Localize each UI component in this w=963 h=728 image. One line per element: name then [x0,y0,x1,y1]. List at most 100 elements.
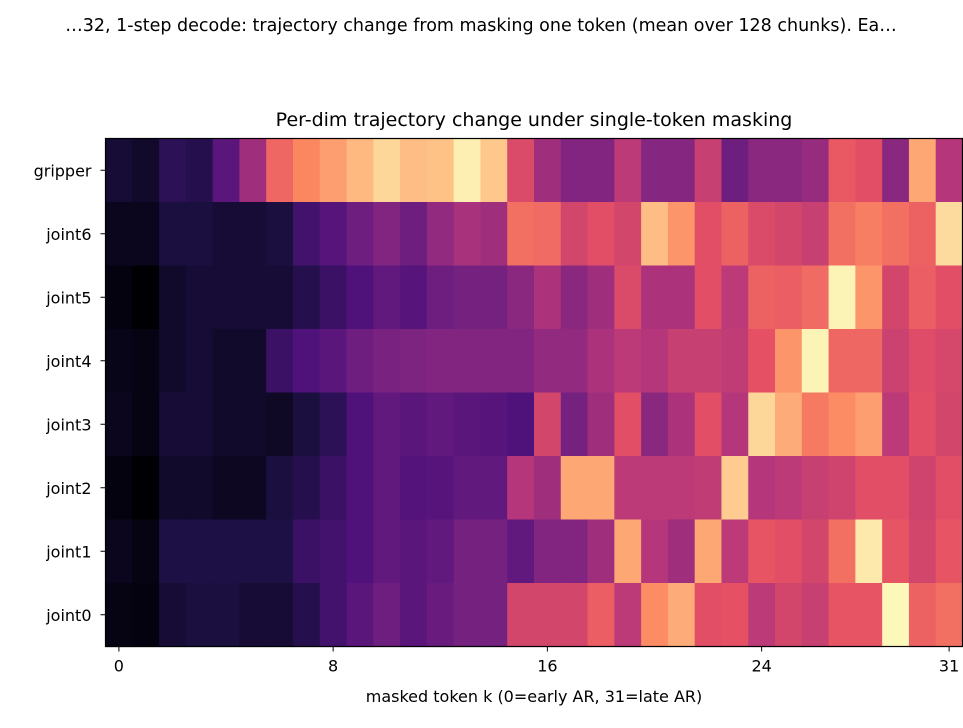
heatmap-cell [159,202,187,267]
heatmap-cell [748,392,776,457]
heatmap-cell [882,138,910,203]
heatmap-cell [426,329,455,394]
heatmap-cell [801,519,830,584]
heatmap-cell [346,583,374,648]
heatmap-cell [159,519,187,584]
heatmap-cell [480,329,508,394]
heatmap-cell [828,456,856,521]
heatmap-cell [908,456,937,521]
heatmap-cell [426,138,455,203]
heatmap-cell [159,265,187,330]
heatmap-cell [400,138,428,203]
heatmap-cell [587,583,615,648]
heatmap-cell [400,202,428,267]
heatmap-cell [507,583,535,648]
heatmap-cell [105,392,133,457]
heatmap-cell [587,329,615,394]
heatmap-cell [667,138,696,203]
heatmap-cell [534,519,562,584]
heatmap-cell [319,519,348,584]
heatmap-cell [212,265,241,330]
chart-title: Per-dim trajectory change under single-t… [276,109,793,131]
heatmap-cell [560,138,589,203]
heatmap-cell [480,519,508,584]
heatmap-cell [212,138,241,203]
heatmap-cell [801,583,830,648]
heatmap-cell [346,456,374,521]
heatmap-cell [614,265,642,330]
heatmap-cell [507,519,535,584]
heatmap-cell [266,138,294,203]
heatmap-cell [560,519,589,584]
heatmap-cell [426,519,455,584]
heatmap-cell [239,392,267,457]
heatmap-cell [346,138,374,203]
heatmap-cell [480,456,508,521]
heatmap-cell [507,392,535,457]
heatmap-cell [587,519,615,584]
heatmap-cell [346,519,374,584]
heatmap-cell [480,202,508,267]
heatmap-cell [748,265,776,330]
x-axis: 0 8 16 24 31 [114,646,959,676]
figure-suptitle: …32, 1-step decode: trajectory change fr… [65,16,897,36]
heatmap-cell [560,456,589,521]
heatmap-cell [400,583,428,648]
heatmap-cell [855,202,883,267]
heatmap-cell [185,138,214,203]
heatmap-cell [721,519,749,584]
heatmap-cell [105,138,133,203]
heatmap-cell [694,265,723,330]
heatmap-cell [319,202,348,267]
heatmap-cell [159,329,187,394]
heatmap-cell [641,583,669,648]
heatmap-cell [828,583,856,648]
heatmap-cell [935,329,963,394]
heatmap-cell [507,329,535,394]
heatmap-cell [185,329,214,394]
heatmap-cell [801,392,830,457]
heatmap-cell [908,519,937,584]
heatmap-cell [560,583,589,648]
heatmap-cell [292,456,321,521]
heatmap-cell [480,583,508,648]
heatmap-cell [159,456,187,521]
x-tick-label: 0 [114,657,124,676]
y-tick-label: joint2 [45,479,91,498]
x-axis-label: masked token k (0=early AR, 31=late AR) [366,687,703,706]
x-tick-label: 8 [328,657,338,676]
heatmap-cell [667,265,696,330]
heatmap-cell [855,329,883,394]
heatmap-cell [534,138,562,203]
heatmap-cell [935,519,963,584]
heatmap-cell [266,392,294,457]
heatmap-cell [748,456,776,521]
heatmap-cell [587,138,615,203]
heatmap-cell [507,138,535,203]
heatmap-cell [480,392,508,457]
heatmap-cell [185,265,214,330]
heatmap-cell [801,138,830,203]
heatmap-cell [587,202,615,267]
heatmap-cell [882,583,910,648]
heatmap-cell [614,583,642,648]
heatmap-cell [748,583,776,648]
heatmap-cell [641,202,669,267]
heatmap-cell [855,392,883,457]
heatmap-cell [560,392,589,457]
heatmap-cell [400,456,428,521]
heatmap-cell [641,519,669,584]
heatmap-cell [908,138,937,203]
heatmap-cell [239,456,267,521]
heatmap-cell [453,392,482,457]
heatmap-cell [105,583,133,648]
heatmap-cell [346,265,374,330]
heatmap-cell [159,138,187,203]
heatmap-cell [132,329,160,394]
heatmap-cell [667,583,696,648]
y-tick-label: joint6 [45,225,91,244]
heatmap-cell [721,329,749,394]
heatmap-cell [292,519,321,584]
heatmap-cell [453,583,482,648]
heatmap-cell [534,392,562,457]
